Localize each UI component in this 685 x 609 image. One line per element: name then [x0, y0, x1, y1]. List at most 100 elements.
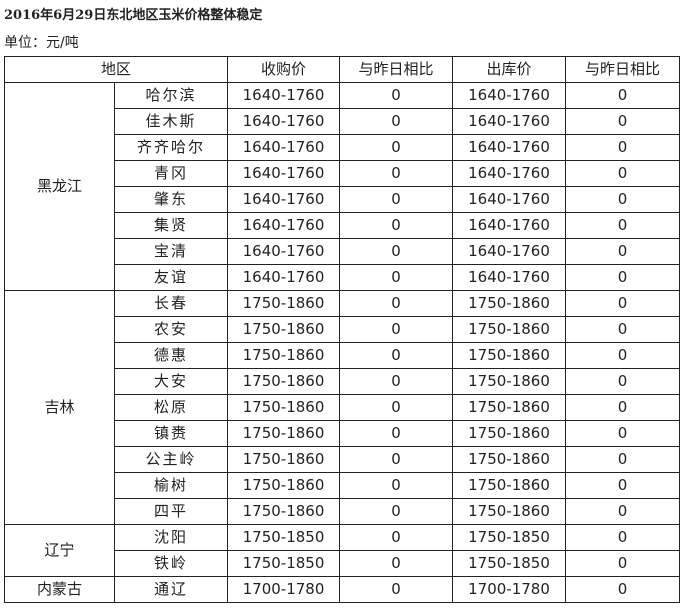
buy-price-cell: 1640-1760 [227, 134, 341, 161]
price-table: 地区 收购价 与昨日相比 出库价 与昨日相比 黑龙江 哈尔滨 1640-1760 0 1… [3, 56, 681, 603]
city-cell: 哈尔滨 [113, 82, 229, 109]
out-price-cell: 1750-1860 [452, 420, 567, 447]
out-change-cell: 0 [565, 472, 681, 499]
buy-change-cell: 0 [339, 82, 454, 109]
out-price-cell: 1750-1860 [452, 342, 567, 369]
buy-price-cell: 1700-1780 [227, 576, 341, 603]
buy-price-cell: 1640-1760 [227, 160, 341, 187]
out-price-cell: 1750-1860 [452, 316, 567, 343]
out-change-cell: 0 [565, 212, 681, 239]
buy-price-cell: 1640-1760 [227, 82, 341, 109]
table-row: 佳木斯 1640-1760 0 1640-1760 0 [5, 108, 681, 135]
out-price-cell: 1640-1760 [452, 238, 567, 265]
buy-price-cell: 1750-1860 [227, 368, 341, 395]
table-row: 集贤 1640-1760 0 1640-1760 0 [5, 212, 681, 239]
city-cell: 沈阳 [113, 524, 229, 551]
header-out-price: 出库价 [452, 56, 567, 83]
buy-change-cell: 0 [339, 342, 454, 369]
region-cell: 黑龙江 [4, 82, 115, 291]
table-row: 公主岭 1750-1860 0 1750-1860 0 [5, 446, 681, 473]
buy-change-cell: 0 [339, 420, 454, 447]
table-row: 辽宁 沈阳 1750-1850 0 1750-1850 0 [4, 524, 681, 577]
buy-price-cell: 1750-1860 [227, 342, 341, 369]
buy-change-cell: 0 [339, 186, 454, 213]
buy-price-cell: 1750-1860 [227, 394, 341, 421]
city-cell: 榆树 [113, 472, 229, 499]
city-cell: 公主岭 [113, 446, 229, 473]
buy-price-cell: 1750-1850 [227, 524, 341, 551]
city-cell: 友谊 [113, 264, 229, 291]
out-price-cell: 1640-1760 [452, 186, 567, 213]
buy-price-cell: 1640-1760 [227, 108, 341, 135]
city-cell: 青冈 [113, 160, 229, 187]
header-region: 地区 [3, 56, 229, 83]
buy-change-cell: 0 [339, 498, 454, 525]
table-row: 黑龙江 哈尔滨 1640-1760 0 1640-1760 0 [4, 82, 681, 291]
buy-change-cell: 0 [339, 212, 454, 239]
out-change-cell: 0 [565, 264, 681, 291]
out-price-cell: 1640-1760 [452, 82, 567, 109]
region-cell: 辽宁 [4, 524, 115, 577]
out-change-cell: 0 [565, 290, 681, 317]
table-row: 榆树 1750-1860 0 1750-1860 0 [5, 472, 681, 499]
city-cell: 铁岭 [113, 550, 229, 577]
buy-change-cell: 0 [339, 264, 454, 291]
out-price-cell: 1750-1860 [452, 368, 567, 395]
out-change-cell: 0 [565, 316, 681, 343]
out-change-cell: 0 [565, 342, 681, 369]
city-cell: 大安 [113, 368, 229, 395]
city-cell: 四平 [113, 498, 229, 525]
out-price-cell: 1750-1860 [452, 290, 567, 317]
buy-price-cell: 1640-1760 [227, 238, 341, 265]
out-change-cell: 0 [565, 238, 681, 265]
buy-price-cell: 1750-1860 [227, 420, 341, 447]
buy-change-cell: 0 [339, 290, 454, 317]
buy-change-cell: 0 [339, 238, 454, 265]
out-change-cell: 0 [565, 524, 681, 551]
out-price-cell: 1640-1760 [452, 134, 567, 161]
buy-change-cell: 0 [339, 108, 454, 135]
out-price-cell: 1750-1850 [452, 550, 567, 577]
out-price-cell: 1750-1860 [452, 498, 567, 525]
out-change-cell: 0 [565, 576, 681, 603]
table-header-row: 地区 收购价 与昨日相比 出库价 与昨日相比 [3, 56, 681, 83]
out-change-cell: 0 [565, 368, 681, 395]
buy-price-cell: 1640-1760 [227, 186, 341, 213]
header-buy-price: 收购价 [227, 56, 341, 83]
buy-change-cell: 0 [339, 446, 454, 473]
out-price-cell: 1750-1860 [452, 472, 567, 499]
table-row: 内蒙古 通辽 1700-1780 0 1700-1780 0 [4, 576, 681, 603]
table-row: 吉林 长春 1750-1860 0 1750-1860 0 [4, 290, 681, 525]
buy-price-cell: 1750-1850 [227, 550, 341, 577]
buy-change-cell: 0 [339, 576, 454, 603]
buy-change-cell: 0 [339, 524, 454, 551]
city-cell: 齐齐哈尔 [113, 134, 229, 161]
city-cell: 肇东 [113, 186, 229, 213]
out-price-cell: 1750-1850 [452, 524, 567, 551]
buy-change-cell: 0 [339, 368, 454, 395]
table-row: 大安 1750-1860 0 1750-1860 0 [5, 368, 681, 395]
buy-price-cell: 1750-1860 [227, 472, 341, 499]
out-change-cell: 0 [565, 160, 681, 187]
buy-price-cell: 1750-1860 [227, 446, 341, 473]
city-cell: 长春 [113, 290, 229, 317]
out-change-cell: 0 [565, 550, 681, 577]
table-body: 黑龙江 哈尔滨 1640-1760 0 1640-1760 0 佳木斯 1640-1760 0 1… [4, 82, 681, 603]
city-cell: 农安 [113, 316, 229, 343]
table-row: 松原 1750-1860 0 1750-1860 0 [5, 394, 681, 421]
buy-change-cell: 0 [339, 160, 454, 187]
header-buy-change: 与昨日相比 [339, 56, 454, 83]
out-price-cell: 1750-1860 [452, 394, 567, 421]
buy-price-cell: 1750-1860 [227, 316, 341, 343]
out-price-cell: 1700-1780 [452, 576, 567, 603]
page-title: 2016年6月29日东北地区玉米价格整体稳定 [4, 8, 263, 23]
out-change-cell: 0 [565, 498, 681, 525]
buy-change-cell: 0 [339, 472, 454, 499]
out-price-cell: 1640-1760 [452, 264, 567, 291]
buy-price-cell: 1750-1860 [227, 498, 341, 525]
out-price-cell: 1640-1760 [452, 160, 567, 187]
out-change-cell: 0 [565, 420, 681, 447]
table-row: 青冈 1640-1760 0 1640-1760 0 [5, 160, 681, 187]
out-change-cell: 0 [565, 394, 681, 421]
city-cell: 佳木斯 [113, 108, 229, 135]
